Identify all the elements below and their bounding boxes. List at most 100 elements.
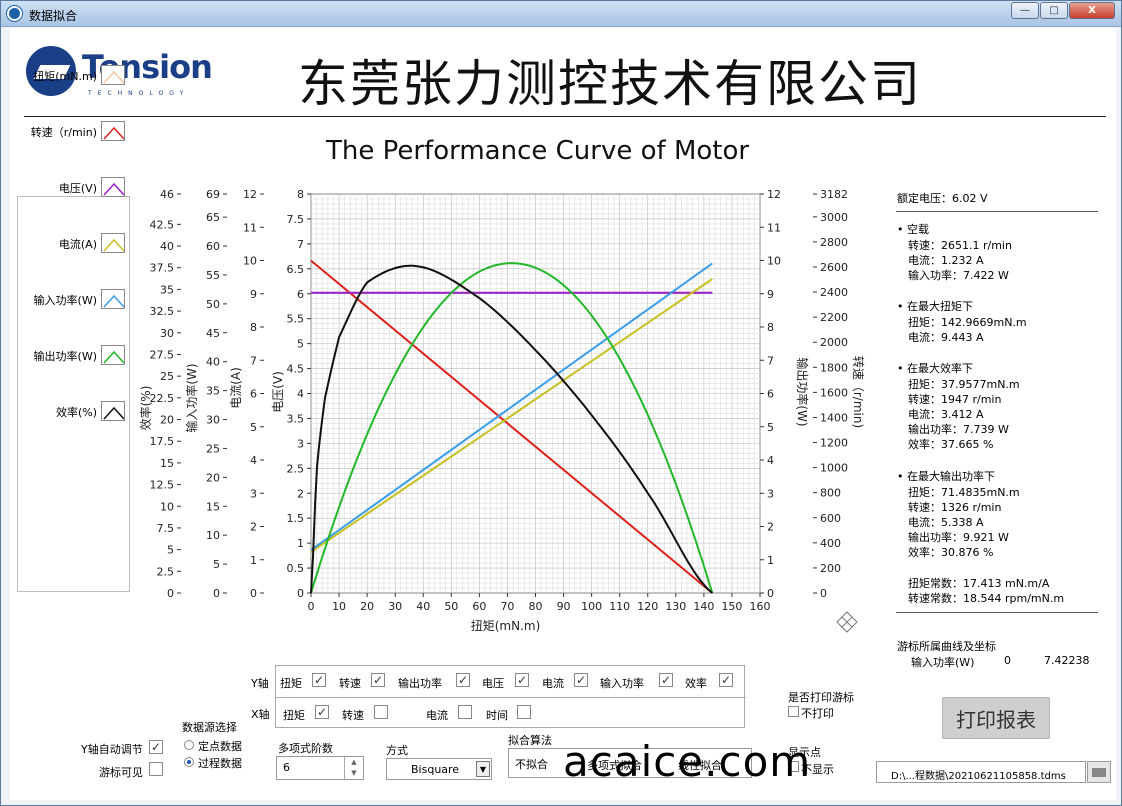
y-tick-label: 5 xyxy=(767,421,774,434)
y-tick-label: 20 xyxy=(160,414,174,427)
info-divider-bottom xyxy=(896,612,1098,613)
y-tick-label: 1800 xyxy=(820,361,848,374)
y-tick-label: 20 xyxy=(206,471,220,484)
max-eff-heading: • 在最大效率下 xyxy=(897,362,973,375)
x-tick-label: 10 xyxy=(332,600,346,613)
y-tick-label: 2 xyxy=(767,521,774,534)
legend-item: 效率(%) xyxy=(18,401,131,423)
x-axis-item-checkbox[interactable] xyxy=(374,705,388,719)
max-torque-torque: 扭矩：142.9669mN.m xyxy=(908,316,1027,329)
y-axis-item-checkbox[interactable]: ✓ xyxy=(515,673,529,687)
performance-chart[interactable]: 0 10 20 30 40 50 60 70 80 90 100 110 120 130 140 150 160… xyxy=(10,28,1116,668)
x-axis-title: 扭矩(mN.m) xyxy=(471,619,541,633)
y-tick-label: 3 xyxy=(250,487,257,500)
poly-order-stepper[interactable]: ▲ ▼ xyxy=(344,757,363,779)
y-tick-label: 6 xyxy=(250,388,257,401)
method-label: 方式 xyxy=(386,744,408,757)
legend-label: 转速（r/min) xyxy=(30,126,97,139)
x-tick-label: 90 xyxy=(557,600,571,613)
max-out-speed: 转速：1326 r/min xyxy=(908,501,1002,514)
file-path-field[interactable]: D:\...程数据\20210621105858.tdms xyxy=(876,761,1086,783)
y-axis-title: 输出功率(W) xyxy=(795,357,810,426)
print-report-button[interactable]: 打印报表 xyxy=(942,697,1050,739)
source-fixed-radio[interactable] xyxy=(184,740,194,750)
x-tick-label: 130 xyxy=(665,600,686,613)
y-tick-label: 10 xyxy=(243,255,257,268)
legend-swatch[interactable] xyxy=(101,289,125,309)
y-tick-label: 35 xyxy=(160,283,174,296)
y-axis-item-checkbox[interactable]: ✓ xyxy=(371,673,385,687)
legend-label: 电压(V) xyxy=(58,182,97,195)
series-line-speed xyxy=(310,259,713,594)
cursor-move-icon[interactable] xyxy=(836,611,858,633)
folder-icon[interactable] xyxy=(1087,761,1111,783)
method-value: Bisquare xyxy=(411,763,460,776)
show-points-checkbox[interactable] xyxy=(788,761,799,772)
cursor-visible-checkbox[interactable] xyxy=(149,762,163,776)
y-tick-label: 5 xyxy=(213,558,220,571)
max-eff-torque: 扭矩：37.9577mN.m xyxy=(908,378,1020,391)
y-tick-label: 35 xyxy=(206,385,220,398)
minimize-button[interactable]: — xyxy=(1011,2,1039,19)
legend-swatch[interactable] xyxy=(101,233,125,253)
app-icon xyxy=(7,6,22,21)
algo-option-linear[interactable]: 线性拟合 xyxy=(678,759,722,772)
max-torque-heading: • 在最大扭矩下 xyxy=(897,300,973,313)
x-axis-item-label: 时间 xyxy=(486,709,508,722)
y-tick-label: 2400 xyxy=(820,286,848,299)
legend-swatch[interactable] xyxy=(101,401,125,421)
logo-subtext: TECHNOLOGY xyxy=(88,90,190,97)
x-axis-item-checkbox[interactable]: ✓ xyxy=(315,705,329,719)
y-tick-label: 5 xyxy=(250,421,257,434)
print-cursor-checkbox[interactable] xyxy=(788,706,799,717)
watermark-text: acaice.com xyxy=(563,737,812,786)
method-select[interactable]: Bisquare xyxy=(386,758,492,780)
chevron-down-icon[interactable]: ▼ xyxy=(476,761,490,777)
y-axis-item-checkbox[interactable]: ✓ xyxy=(719,673,733,687)
x-axis-item-checkbox[interactable] xyxy=(458,705,472,719)
max-eff-efficiency: 效率：37.665 % xyxy=(908,438,994,451)
chart-legend: 扭矩(mN.m) 转速（r/min) 电压(V) 电流(A) 输入功率(W) 输出功率(W… xyxy=(17,65,131,592)
y-tick-label: 5 xyxy=(297,338,304,351)
y-axis-title: 电流(A) xyxy=(229,367,243,409)
legend-label: 效率(%) xyxy=(55,406,97,419)
y-auto-checkbox[interactable]: ✓ xyxy=(149,740,163,754)
y-tick-label: 15 xyxy=(206,500,220,513)
y-tick-label: 1 xyxy=(767,554,774,567)
y-tick-label: 2.5 xyxy=(157,565,175,578)
y-tick-label: 4 xyxy=(250,454,257,467)
y-tick-label: 6 xyxy=(767,388,774,401)
x-tick-label: 60 xyxy=(472,600,486,613)
y-tick-label: 3182 xyxy=(820,188,848,201)
y-axis-item-checkbox[interactable]: ✓ xyxy=(456,673,470,687)
legend-swatch[interactable] xyxy=(101,65,125,85)
max-eff-current: 电流：3.412 A xyxy=(908,408,984,421)
legend-swatch[interactable] xyxy=(101,345,125,365)
x-tick-label: 150 xyxy=(721,600,742,613)
y-tick-label: 37.5 xyxy=(150,262,175,275)
algo-selector[interactable]: 不拟合 xyxy=(508,748,752,778)
legend-swatch[interactable] xyxy=(101,177,125,197)
algo-option-none[interactable]: 不拟合 xyxy=(515,758,548,771)
y-tick-label: 2.5 xyxy=(287,462,305,475)
y-tick-label: 3 xyxy=(297,437,304,450)
y-axis-item-checkbox[interactable]: ✓ xyxy=(659,673,673,687)
algo-label: 拟合算法 xyxy=(508,734,552,747)
algo-option-poly[interactable]: 多项式拟合 xyxy=(587,759,642,772)
maximize-button[interactable]: □ xyxy=(1040,2,1068,19)
x-tick-label: 120 xyxy=(637,600,658,613)
y-axis-item-checkbox[interactable]: ✓ xyxy=(312,673,326,687)
x-axis-item-checkbox[interactable] xyxy=(517,705,531,719)
y-tick-label: 3000 xyxy=(820,211,848,224)
y-axis-item-checkbox[interactable]: ✓ xyxy=(574,673,588,687)
y-tick-label: 5.5 xyxy=(287,313,305,326)
max-out-heading: • 在最大输出功率下 xyxy=(897,470,995,483)
legend-swatch[interactable] xyxy=(101,121,125,141)
close-button[interactable]: X xyxy=(1069,2,1115,19)
x-tick-label: 30 xyxy=(388,600,402,613)
y-auto-label: Y轴自动调节 xyxy=(81,743,143,756)
y-tick-label: 50 xyxy=(206,298,220,311)
source-process-radio[interactable] xyxy=(184,757,194,767)
print-cursor-option: 不打印 xyxy=(801,707,834,720)
poly-order-input[interactable]: 6 xyxy=(276,756,364,780)
